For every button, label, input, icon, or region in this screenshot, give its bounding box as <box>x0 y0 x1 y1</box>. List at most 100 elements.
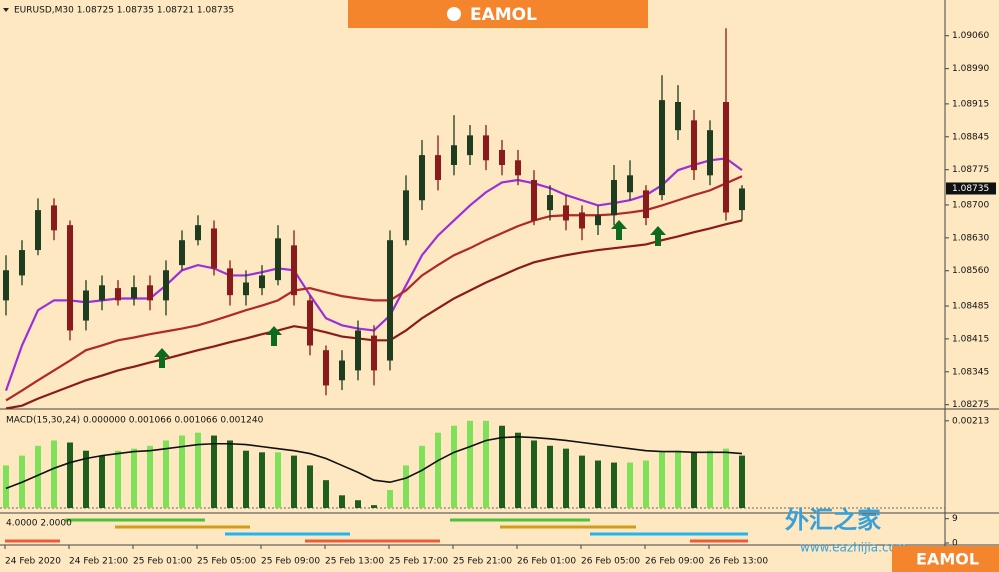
candle-body <box>739 188 745 211</box>
x-tick-label: 25 Feb 09:00 <box>261 557 320 567</box>
x-tick-label: 25 Feb 13:00 <box>325 557 384 567</box>
last-price: 1.08735 <box>952 184 989 194</box>
x-tick-label: 25 Feb 05:00 <box>197 557 256 567</box>
histogram-bar <box>531 440 537 508</box>
candle-body <box>435 155 441 181</box>
candle-body <box>627 175 633 193</box>
logo-icon <box>447 7 461 21</box>
x-tick-label: 25 Feb 01:00 <box>133 557 192 567</box>
candle-body <box>403 190 409 241</box>
x-tick-label: 24 Feb 21:00 <box>69 557 128 567</box>
histogram-bar <box>275 452 281 508</box>
logo-box <box>348 0 648 28</box>
candle-body <box>371 335 377 371</box>
y-tick-label: 1.08275 <box>952 400 989 410</box>
histogram-bar <box>179 435 185 508</box>
candle-body <box>131 287 137 299</box>
histogram-bar <box>515 432 521 508</box>
candle-body <box>643 190 649 219</box>
arrows <box>154 220 666 368</box>
histogram-bar <box>35 445 41 508</box>
candle-body <box>323 350 329 386</box>
macd-panel: MACD(15,30,24) 0.000000 0.001066 0.00106… <box>3 416 989 508</box>
histogram-bar <box>355 500 361 508</box>
histogram-bar <box>499 425 505 508</box>
y-tick-label: 1.08630 <box>952 233 989 243</box>
histogram-bar <box>163 440 169 508</box>
y-tick-label: 1.08415 <box>952 334 989 344</box>
histogram-bar <box>323 480 329 508</box>
x-tick-label: 25 Feb 21:00 <box>453 557 512 567</box>
signal-title: 4.0000 2.0000 <box>6 519 72 529</box>
histogram-bar <box>627 462 633 508</box>
histogram-bar <box>371 505 377 508</box>
collapse-icon <box>3 8 9 12</box>
candle-body <box>451 145 457 165</box>
histogram-bar <box>547 445 553 508</box>
y-tick-label: 1.08915 <box>952 99 989 109</box>
candle-body <box>275 238 281 281</box>
candle-body <box>659 100 665 196</box>
candle-body <box>611 180 617 216</box>
histogram-bar <box>147 445 153 508</box>
y-tick-label: 1.08990 <box>952 64 989 74</box>
last-price-box <box>946 182 996 195</box>
histogram-bar <box>691 452 697 508</box>
y-tick-label: 1.09060 <box>952 31 989 41</box>
candle-body <box>547 195 553 211</box>
candle-body <box>339 360 345 381</box>
watermark-logo: EAMOL <box>916 550 979 569</box>
candle-body <box>163 270 169 301</box>
candle-body <box>595 215 601 226</box>
chart-title: EURUSD,M30 1.08725 1.08735 1.08721 1.087… <box>14 6 234 16</box>
histogram-bar <box>643 460 649 508</box>
histogram-bar <box>739 455 745 508</box>
x-tick-label: 25 Feb 17:00 <box>389 557 448 567</box>
y-tick-label: 1.08560 <box>952 266 989 276</box>
histogram-bar <box>419 445 425 508</box>
candle-body <box>307 300 313 346</box>
histogram-bar <box>707 450 713 508</box>
candle-body <box>355 330 361 371</box>
candle-body <box>243 282 249 296</box>
histogram-bar <box>403 465 409 508</box>
y-tick-label: 0.00213 <box>952 416 989 426</box>
histogram-bar <box>195 432 201 508</box>
candle-body <box>467 135 473 156</box>
histogram-bar <box>291 455 297 508</box>
x-tick-label: 26 Feb 05:00 <box>581 557 640 567</box>
candle-body <box>291 245 297 296</box>
candle-body <box>563 205 569 221</box>
x-tick-label: 26 Feb 01:00 <box>517 557 576 567</box>
y-tick-label: 9 <box>952 514 958 524</box>
candle-body <box>179 240 185 266</box>
histogram-bar <box>723 448 729 508</box>
candle-body <box>83 290 89 321</box>
candle-body <box>195 225 201 241</box>
y-tick-label: 1.08345 <box>952 367 989 377</box>
moving-average <box>5 175 743 402</box>
candle-body <box>3 270 9 301</box>
histogram-bar <box>83 450 89 508</box>
histogram-bar <box>467 420 473 508</box>
x-tick-label: 24 Feb 2020 <box>5 557 61 567</box>
candle-body <box>67 225 73 331</box>
histogram-bar <box>339 495 345 508</box>
signal-line <box>5 435 743 490</box>
candle-body <box>515 160 521 176</box>
candle-body <box>211 228 217 269</box>
histogram-bar <box>99 455 105 508</box>
histogram-bar <box>3 465 9 508</box>
candle-body <box>419 155 425 201</box>
candle-body <box>35 210 41 251</box>
candle-body <box>387 240 393 361</box>
candle-body <box>115 288 121 301</box>
x-tick-label: 26 Feb 13:00 <box>709 557 768 567</box>
histogram-bar <box>483 420 489 508</box>
histogram-bar <box>243 450 249 508</box>
y-tick-label: 1.08845 <box>952 132 989 142</box>
histogram-bar <box>675 450 681 508</box>
histogram-bar <box>67 442 73 508</box>
histogram-bar <box>595 460 601 508</box>
